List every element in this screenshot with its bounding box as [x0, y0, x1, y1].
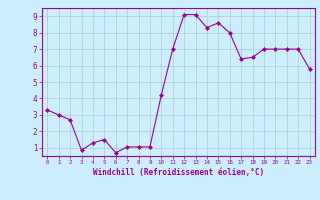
X-axis label: Windchill (Refroidissement éolien,°C): Windchill (Refroidissement éolien,°C): [93, 168, 264, 177]
